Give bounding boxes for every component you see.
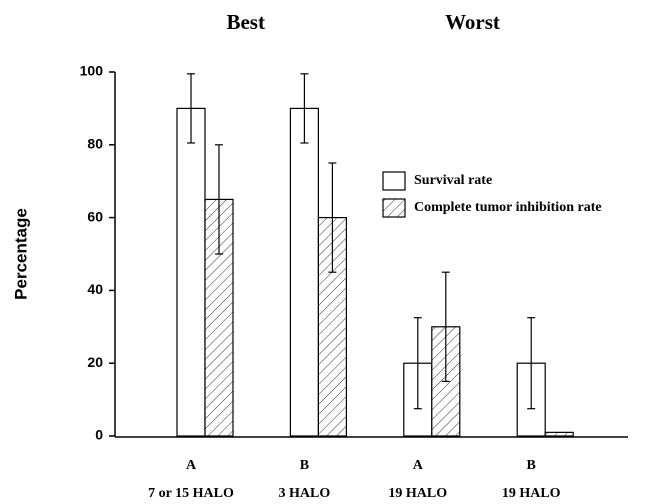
bar (289, 107, 319, 437)
error-bar (527, 317, 536, 410)
x-tick-sublabel: 7 or 15 HALO (148, 486, 234, 501)
y-tick-label: 20 (87, 354, 103, 370)
x-tick-label: A (413, 458, 424, 473)
error-bar (215, 144, 223, 255)
error-bar (441, 271, 450, 382)
y-tick-label: 80 (87, 136, 103, 152)
legend-label: Survival rate (414, 173, 492, 188)
y-axis-label: Percentage (11, 208, 30, 300)
x-tick-sublabel: 3 HALO (279, 486, 331, 501)
error-bar (328, 162, 337, 273)
group-label: Best (226, 10, 265, 34)
bar (317, 217, 347, 437)
legend-swatch (382, 171, 406, 191)
y-tick-label: 100 (80, 63, 104, 79)
error-bar (300, 73, 309, 144)
x-tick-label: A (186, 458, 197, 473)
bar (544, 431, 574, 437)
legend-label: Complete tumor inhibition rate (414, 200, 602, 215)
x-tick-sublabel: 19 HALO (388, 486, 447, 501)
error-bar (413, 317, 422, 410)
x-tick-label: B (300, 458, 309, 473)
y-tick-label: 60 (87, 208, 103, 224)
x-tick-sublabel: 19 HALO (502, 486, 561, 501)
y-tick-label: 0 (95, 427, 103, 443)
error-bar (187, 73, 195, 144)
y-tick-label: 40 (87, 281, 103, 297)
group-label: Worst (445, 10, 500, 34)
bar (176, 107, 206, 437)
legend-swatch (382, 198, 406, 218)
x-tick-label: B (527, 458, 536, 473)
